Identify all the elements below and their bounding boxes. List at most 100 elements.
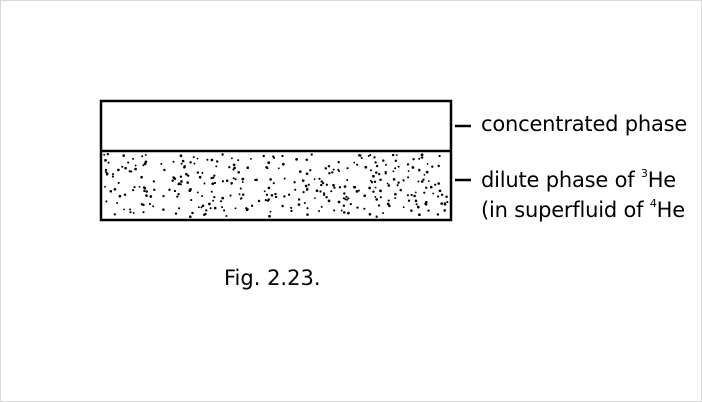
stipple-dot: [264, 199, 267, 202]
stipple-dot: [122, 154, 126, 157]
stipple-dot: [105, 200, 108, 203]
stipple-dot: [414, 191, 417, 194]
stipple-dot: [327, 164, 331, 168]
stipple-dot: [189, 161, 192, 164]
stipple-dot: [239, 197, 242, 200]
stipple-dot: [201, 195, 204, 198]
stipple-dot: [418, 168, 421, 172]
stipple-dot: [313, 178, 316, 181]
stipple-dot: [241, 181, 244, 183]
stipple-dot: [346, 179, 349, 182]
dilute-phase-label: dilute phase of 3He: [481, 167, 677, 192]
stipple-dot: [232, 163, 236, 167]
stipple-dot: [179, 183, 182, 186]
stipple-dot: [375, 171, 378, 174]
stipple-dot: [213, 195, 216, 198]
stipple-dot: [267, 186, 271, 190]
stipple-dot: [281, 162, 285, 166]
stipple-dot: [191, 211, 194, 215]
stipple-dot: [104, 168, 108, 172]
stipple-dot: [267, 198, 271, 201]
stipple-dot: [427, 180, 430, 183]
stipple-dot: [304, 184, 308, 188]
stipple-dot: [186, 181, 189, 184]
stipple-dot: [129, 211, 132, 214]
stipple-dot: [386, 202, 390, 206]
stipple-dot: [221, 206, 224, 209]
stipple-dot: [103, 153, 106, 156]
stipple-dot: [201, 204, 205, 208]
stipple-dot: [399, 188, 402, 192]
stipple-dot: [436, 195, 440, 198]
stipple-dot: [443, 202, 447, 206]
stipple-dot: [356, 163, 359, 166]
stipple-dot: [178, 207, 181, 210]
stipple-dot: [320, 205, 323, 208]
stipple-dot: [210, 176, 213, 180]
stipple-dot: [124, 166, 127, 170]
stipple-dot: [378, 172, 381, 176]
stipple-dot: [429, 185, 433, 189]
stipple-dot: [160, 162, 163, 165]
stipple-dot: [257, 199, 261, 203]
stipple-dot: [142, 164, 145, 167]
stipple-dot: [319, 190, 322, 193]
stipple-dot: [402, 206, 405, 209]
stipple-dot: [267, 161, 270, 165]
stipple-dot: [387, 184, 391, 187]
stipple-dot: [347, 211, 350, 215]
stipple-dot: [298, 170, 302, 173]
stipple-dot: [152, 205, 155, 208]
stipple-dot: [337, 200, 341, 204]
stipple-dot: [241, 177, 245, 181]
stipple-dot: [225, 179, 229, 183]
stipple-dot: [142, 211, 145, 214]
stipple-dot: [302, 190, 305, 194]
stipple-dot: [210, 190, 213, 193]
stipple-dot: [272, 155, 275, 158]
stipple-dot: [382, 212, 385, 215]
he4-superscript: 4: [649, 197, 657, 210]
stipple-dot: [196, 191, 199, 194]
stipple-dot: [152, 180, 156, 183]
stipple-dot: [141, 155, 144, 158]
stipple-dot: [379, 189, 382, 193]
stipple-dot: [104, 185, 106, 188]
stipple-dot: [173, 189, 177, 193]
stipple-dot: [303, 202, 306, 204]
stipple-dot: [121, 165, 124, 168]
stipple-dot: [423, 173, 426, 176]
stipple-dot: [168, 188, 171, 192]
stipple-dot: [189, 215, 192, 218]
stipple-dot: [180, 162, 183, 165]
stipple-dot: [323, 193, 326, 196]
stipple-dot: [343, 192, 346, 195]
stipple-dot: [263, 190, 266, 193]
stipple-dot: [104, 159, 107, 162]
stipple-dot: [162, 194, 165, 198]
stipple-dot: [407, 170, 410, 172]
stipple-dot: [274, 195, 278, 199]
stipple-dot: [338, 170, 341, 173]
stipple-dot: [301, 179, 305, 182]
stipple-dot: [281, 154, 284, 158]
stipple-dot: [277, 167, 280, 170]
stipple-dot: [134, 167, 137, 171]
stipple-dot: [394, 167, 397, 170]
stipple-dot: [269, 178, 272, 181]
stipple-dot: [394, 159, 398, 163]
stipple-dot: [432, 192, 435, 195]
stipple-dot: [185, 172, 188, 176]
stipple-dot: [374, 161, 377, 164]
stipple-dot: [265, 193, 269, 196]
stipple-dot: [410, 209, 413, 212]
stipple-dot: [113, 188, 117, 191]
he3-superscript: 3: [640, 167, 648, 180]
stipple-dot: [445, 195, 448, 199]
stipple-dot: [162, 208, 165, 211]
stipple-dot: [343, 211, 346, 214]
stipple-dot: [187, 174, 190, 177]
stipple-dot: [295, 158, 298, 161]
stipple-dot: [418, 157, 421, 160]
stipple-dot: [118, 194, 122, 198]
